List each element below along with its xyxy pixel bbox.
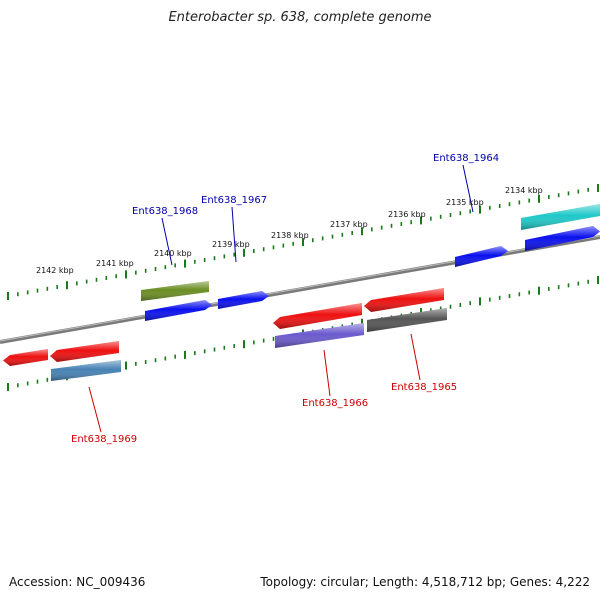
tick-label: 2134 kbp [505, 186, 543, 195]
accession-text: Accession: NC_009436 [9, 575, 146, 589]
map-title: Enterobacter sp. 638, complete genome [168, 10, 432, 25]
tick-label: 2137 kbp [330, 220, 368, 229]
ent638-1967-label[interactable]: Ent638_1967 [201, 195, 267, 206]
ent638-1965-shading [364, 288, 444, 312]
ent638-1966-shading [273, 303, 362, 329]
ent638-1968-label[interactable]: Ent638_1968 [132, 206, 198, 217]
ent638-1964-label[interactable]: Ent638_1964 [433, 153, 499, 164]
ent638-1967-shading [218, 291, 269, 309]
tick-labels: 2142 kbp 2141 kbp 2140 kbp 2139 kbp 2138 kbp… [36, 186, 543, 275]
cds-red-mid-shading [50, 341, 119, 362]
ent638-1964-leader-line [462, 164, 474, 213]
rna-slateblue-shading [275, 323, 364, 348]
cds-blue-left-shading [145, 300, 212, 321]
cds-red-left-shading [3, 349, 48, 366]
tick-label: 2141 kbp [96, 259, 134, 268]
ent638-1968-shading [141, 281, 209, 301]
tick-label: 2140 kbp [154, 249, 192, 258]
rna-steelblue-label[interactable]: Ent638_1969 [71, 434, 137, 445]
ent638-1968-leader-line [161, 217, 173, 266]
cds-teal-shading [521, 204, 600, 230]
gene-features [3, 204, 600, 381]
tick-label: 2135 kbp [446, 198, 484, 207]
cds-blue-right-shading [525, 226, 600, 251]
genome-backbone [0, 235, 600, 344]
ent638-1967-leader-line [231, 206, 237, 263]
ent638-1966-leader-line [323, 349, 331, 397]
ent638-1964-shading [455, 246, 508, 267]
ruler-upper [7, 184, 599, 300]
ent638-1965-label[interactable]: Ent638_1965 [391, 382, 457, 393]
genome-summary: Topology: circular; Length: 4,518,712 bp… [260, 575, 590, 589]
tick-label: 2138 kbp [271, 231, 309, 240]
tick-label: 2139 kbp [212, 240, 250, 249]
ent638-1966-label[interactable]: Ent638_1966 [302, 398, 368, 409]
tick-label: 2142 kbp [36, 266, 74, 275]
rna-steelblue-leader-line [88, 386, 102, 433]
rna-steelblue-shading [51, 360, 121, 381]
rna-gray-shading [367, 308, 447, 332]
ent638-1965-leader-line [410, 333, 421, 381]
tick-label: 2136 kbp [388, 210, 426, 219]
